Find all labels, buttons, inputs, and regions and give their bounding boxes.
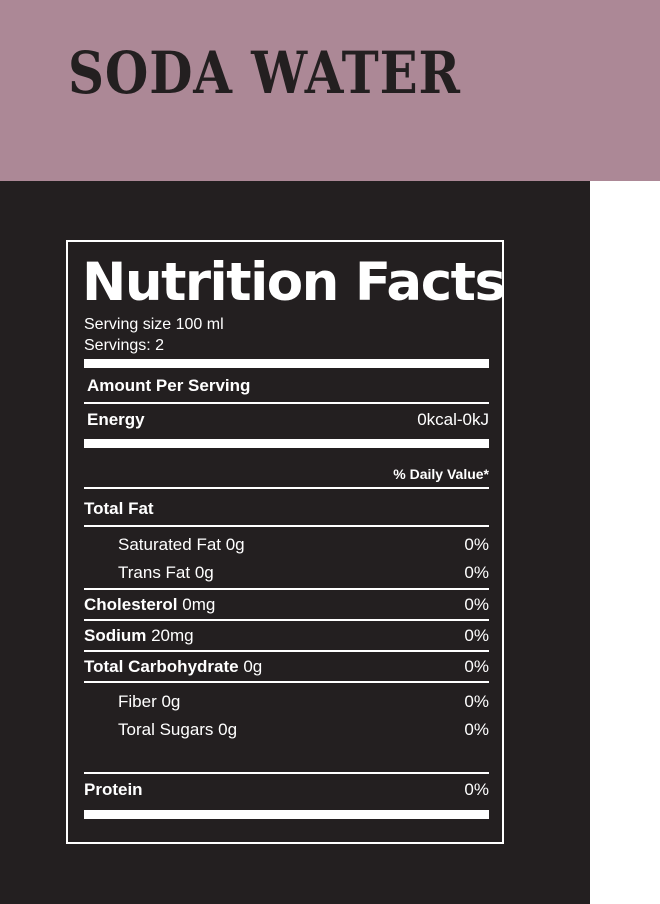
- fiber-label: Fiber 0g: [118, 692, 181, 711]
- dark-panel: [0, 181, 590, 904]
- header-band: SODA WATER: [0, 0, 660, 181]
- total-sugars-row: Toral Sugars 0g 0%: [84, 718, 489, 742]
- total-sugars-label: Toral Sugars 0g: [118, 720, 238, 739]
- divider: [84, 619, 489, 621]
- divider: [84, 487, 489, 489]
- sodium-label: Sodium: [84, 626, 147, 645]
- energy-value: 0kcal-0kJ: [417, 410, 489, 429]
- cholesterol-amount: 0mg: [182, 595, 216, 614]
- cholesterol-row: Cholesterol 0mg 0%: [84, 593, 489, 617]
- amount-per-serving-row: Amount Per Serving: [84, 374, 489, 398]
- sodium-amount: 20mg: [151, 626, 194, 645]
- amount-per-serving-label: Amount Per Serving: [87, 376, 251, 395]
- cholesterol-dv: 0%: [464, 595, 489, 614]
- servings-count: Servings: 2: [84, 337, 165, 354]
- total-sugars-dv: 0%: [464, 720, 489, 739]
- divider: [84, 402, 489, 404]
- total-fat-label: Total Fat: [84, 499, 154, 518]
- energy-row: Energy 0kcal-0kJ: [84, 408, 489, 432]
- divider: [84, 772, 489, 774]
- nutrition-facts-title: Nutrition Facts: [82, 252, 506, 313]
- saturated-fat-dv: 0%: [464, 535, 489, 554]
- sodium-dv: 0%: [464, 626, 489, 645]
- protein-label: Protein: [84, 780, 143, 799]
- thick-divider: [84, 359, 489, 368]
- sodium-row: Sodium 20mg 0%: [84, 624, 489, 648]
- product-title: SODA WATER: [68, 39, 461, 107]
- thick-divider: [84, 439, 489, 448]
- divider: [84, 588, 489, 590]
- trans-fat-row: Trans Fat 0g 0%: [84, 561, 489, 585]
- total-fat-row: Total Fat: [84, 497, 489, 521]
- saturated-fat-row: Saturated Fat 0g 0%: [84, 533, 489, 557]
- cholesterol-label: Cholesterol: [84, 595, 178, 614]
- total-carbohydrate-row: Total Carbohydrate 0g 0%: [84, 655, 489, 679]
- saturated-fat-label: Saturated Fat 0g: [118, 535, 245, 554]
- fiber-row: Fiber 0g 0%: [84, 690, 489, 714]
- protein-row: Protein 0%: [84, 778, 489, 802]
- divider: [84, 650, 489, 652]
- trans-fat-label: Trans Fat 0g: [118, 563, 214, 582]
- serving-size: Serving size 100 ml: [84, 316, 224, 333]
- thick-divider: [84, 810, 489, 819]
- trans-fat-dv: 0%: [464, 563, 489, 582]
- divider: [84, 681, 489, 683]
- nutrition-label: Nutrition Facts Serving size 100 ml Serv…: [66, 240, 506, 844]
- protein-dv: 0%: [464, 780, 489, 799]
- divider: [84, 525, 489, 527]
- total-carbohydrate-amount: 0g: [243, 657, 263, 676]
- total-carbohydrate-label: Total Carbohydrate: [84, 657, 239, 676]
- daily-value-header: % Daily Value*: [393, 466, 489, 482]
- fiber-dv: 0%: [464, 692, 489, 711]
- energy-label: Energy: [87, 410, 145, 429]
- total-carbohydrate-dv: 0%: [464, 657, 489, 676]
